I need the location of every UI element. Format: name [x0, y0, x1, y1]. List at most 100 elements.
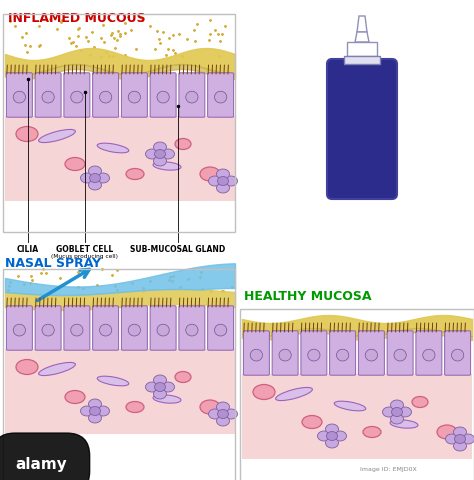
- Ellipse shape: [275, 388, 312, 401]
- Ellipse shape: [217, 184, 229, 193]
- Ellipse shape: [16, 360, 38, 375]
- Ellipse shape: [155, 150, 165, 159]
- Ellipse shape: [279, 349, 291, 361]
- Bar: [347, 43, 377, 57]
- Text: Image ID: EMJD0X: Image ID: EMJD0X: [360, 466, 417, 471]
- Ellipse shape: [423, 349, 435, 361]
- FancyBboxPatch shape: [6, 73, 32, 118]
- Ellipse shape: [97, 406, 109, 416]
- Bar: [240, 309, 474, 480]
- Bar: [344, 57, 380, 65]
- Ellipse shape: [217, 416, 229, 426]
- FancyBboxPatch shape: [179, 73, 205, 118]
- FancyBboxPatch shape: [243, 331, 269, 375]
- FancyBboxPatch shape: [327, 60, 397, 200]
- Ellipse shape: [454, 427, 466, 437]
- Polygon shape: [357, 17, 367, 33]
- FancyBboxPatch shape: [35, 73, 61, 118]
- Ellipse shape: [215, 324, 227, 336]
- Ellipse shape: [90, 407, 100, 416]
- Ellipse shape: [162, 150, 174, 160]
- Ellipse shape: [308, 349, 320, 361]
- Ellipse shape: [38, 363, 75, 376]
- Ellipse shape: [146, 150, 158, 160]
- Ellipse shape: [157, 324, 169, 336]
- Ellipse shape: [399, 407, 411, 417]
- Ellipse shape: [215, 92, 227, 104]
- Ellipse shape: [128, 324, 140, 336]
- Ellipse shape: [225, 177, 237, 187]
- Ellipse shape: [455, 434, 465, 444]
- Text: CILIA: CILIA: [17, 244, 39, 253]
- FancyBboxPatch shape: [416, 331, 442, 375]
- Ellipse shape: [412, 396, 428, 408]
- Ellipse shape: [100, 324, 112, 336]
- Ellipse shape: [126, 169, 144, 180]
- FancyBboxPatch shape: [150, 73, 176, 118]
- Ellipse shape: [218, 177, 228, 186]
- Ellipse shape: [81, 174, 93, 184]
- Ellipse shape: [462, 434, 474, 444]
- Ellipse shape: [81, 406, 93, 416]
- Ellipse shape: [334, 431, 346, 441]
- Text: alamy: alamy: [15, 456, 67, 471]
- Ellipse shape: [200, 400, 220, 414]
- Ellipse shape: [38, 130, 75, 143]
- Ellipse shape: [65, 391, 85, 404]
- Ellipse shape: [146, 382, 158, 392]
- Ellipse shape: [128, 92, 140, 104]
- FancyBboxPatch shape: [121, 73, 147, 118]
- Ellipse shape: [71, 324, 83, 336]
- Ellipse shape: [209, 409, 221, 419]
- Bar: [5, 349, 235, 434]
- Ellipse shape: [42, 324, 54, 336]
- Ellipse shape: [186, 324, 198, 336]
- FancyBboxPatch shape: [150, 306, 176, 350]
- Ellipse shape: [154, 389, 166, 399]
- Ellipse shape: [337, 349, 349, 361]
- Ellipse shape: [89, 167, 101, 177]
- Bar: [5, 117, 235, 202]
- Ellipse shape: [153, 163, 181, 171]
- Ellipse shape: [154, 156, 166, 167]
- Ellipse shape: [71, 92, 83, 104]
- FancyBboxPatch shape: [301, 331, 327, 375]
- Ellipse shape: [13, 324, 26, 336]
- FancyBboxPatch shape: [92, 306, 118, 350]
- FancyBboxPatch shape: [35, 306, 61, 350]
- Ellipse shape: [89, 180, 101, 191]
- Ellipse shape: [334, 401, 366, 411]
- Ellipse shape: [154, 143, 166, 153]
- Ellipse shape: [65, 158, 85, 171]
- Text: INFLAMED MUCOUS: INFLAMED MUCOUS: [8, 12, 146, 25]
- FancyBboxPatch shape: [6, 306, 32, 350]
- Ellipse shape: [452, 349, 464, 361]
- Ellipse shape: [89, 399, 101, 409]
- Bar: [3, 269, 235, 480]
- Text: (Mucus producing cell): (Mucus producing cell): [52, 253, 118, 258]
- FancyBboxPatch shape: [445, 331, 471, 375]
- Ellipse shape: [318, 431, 330, 441]
- FancyBboxPatch shape: [208, 73, 234, 118]
- Ellipse shape: [392, 408, 402, 417]
- Ellipse shape: [225, 409, 237, 419]
- Ellipse shape: [326, 424, 338, 434]
- FancyBboxPatch shape: [208, 306, 234, 350]
- Ellipse shape: [383, 407, 395, 417]
- FancyBboxPatch shape: [121, 306, 147, 350]
- Ellipse shape: [250, 349, 263, 361]
- Ellipse shape: [218, 409, 228, 419]
- Text: GOBLET CELL: GOBLET CELL: [56, 244, 114, 253]
- FancyBboxPatch shape: [64, 73, 90, 118]
- Ellipse shape: [302, 416, 322, 429]
- FancyBboxPatch shape: [272, 331, 298, 375]
- Text: HEALTHY MUCOSA: HEALTHY MUCOSA: [244, 289, 372, 302]
- Ellipse shape: [16, 127, 38, 142]
- Ellipse shape: [363, 427, 381, 438]
- Ellipse shape: [154, 375, 166, 385]
- Ellipse shape: [97, 144, 129, 154]
- Ellipse shape: [391, 400, 403, 410]
- Ellipse shape: [126, 402, 144, 413]
- Ellipse shape: [153, 395, 181, 403]
- FancyBboxPatch shape: [92, 73, 118, 118]
